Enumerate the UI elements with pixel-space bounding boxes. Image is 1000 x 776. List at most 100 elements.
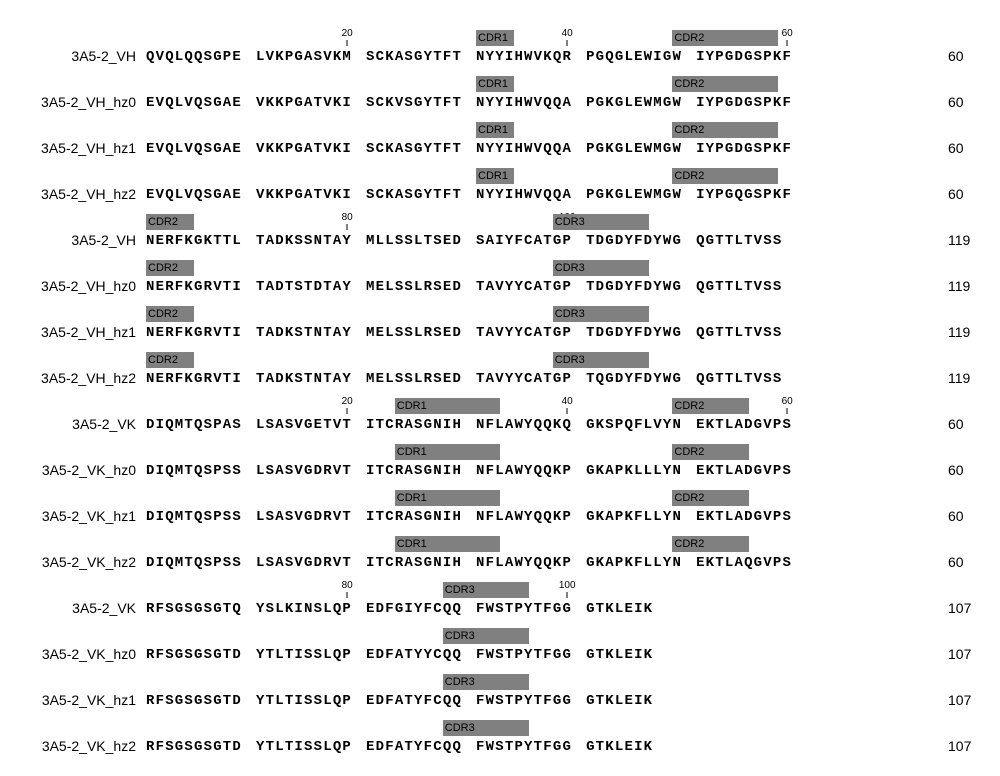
cdr-annotation: CDR2: [672, 490, 749, 506]
cdr-annotation: CDR2: [672, 76, 778, 92]
sequence-block: YTLTISSLQP: [256, 739, 352, 755]
sequence-block: TQGDYFDYWG: [586, 371, 682, 387]
sequence-block: EVQLVQSGAE: [146, 141, 242, 157]
sequence-label: 3A5-2_VH_hz1: [16, 324, 146, 342]
alignment-row: 3A5-2_VK_hz0CDR3RFSGSGSGTDYTLTISSLQPEDFA…: [16, 618, 984, 664]
sequence-label: 3A5-2_VK_hz2: [16, 554, 146, 572]
sequence-block: NERFKGRVTI: [146, 279, 242, 295]
sequence-block: EDFGIYFCQQ: [366, 601, 462, 617]
sequence-block: VKKPGATVKI: [256, 141, 352, 157]
ruler-tick-mark: [787, 40, 788, 46]
sequence-block: NYYIHWVQQA: [476, 95, 572, 111]
ruler-tick-mark: [347, 224, 348, 230]
sequence-block: IYPGQGSPKF: [696, 187, 792, 203]
sequence-block: PGKGLEWMGW: [586, 187, 682, 203]
cdr-annotation: CDR1: [476, 30, 514, 46]
sequence-block: SCKVSGYTFT: [366, 95, 462, 111]
sequence-block: ITCRASGNIH: [366, 417, 462, 433]
sequence-block: LSASVGDRVT: [256, 509, 352, 525]
sequence-area: CDR3RFSGSGSGTDYTLTISSLQPEDFATYFCQQFWSTPY…: [146, 692, 942, 710]
sequence-block: GKAPKFLLYN: [586, 509, 682, 525]
ruler-tick-mark: [567, 592, 568, 598]
sequence-label: 3A5-2_VH_hz2: [16, 370, 146, 388]
sequence-block: NERFKGKTTL: [146, 233, 242, 249]
sequence-area: 204060CDR1CDR2DIQMTQSPASLSASVGETVTITCRAS…: [146, 416, 942, 434]
end-position: 60: [942, 94, 984, 112]
sequence-block: EKTLADGVPS: [696, 463, 792, 479]
cdr-annotation: CDR3: [553, 306, 649, 322]
end-position: 119: [942, 370, 984, 388]
sequence-block: RFSGSGSGTQ: [146, 601, 242, 617]
end-position: 60: [942, 416, 984, 434]
sequence-block: PGKGLEWMGW: [586, 141, 682, 157]
alignment-row: 3A5-2_VK_hz1CDR1CDR2DIQMTQSPSSLSASVGDRVT…: [16, 480, 984, 526]
sequence-block: DIQMTQSPSS: [146, 555, 242, 571]
sequence-block: EVQLVQSGAE: [146, 187, 242, 203]
sequence-block: NFLAWYQQKP: [476, 555, 572, 571]
sequence-block: QGTTLTVSS: [696, 279, 782, 295]
sequence-area: 80100CDR2CDR3NERFKGKTTLTADKSSNTAYMLLSSLT…: [146, 232, 942, 250]
sequence-area: CDR1CDR2EVQLVQSGAEVKKPGATVKISCKASGYTFTNY…: [146, 186, 942, 204]
ruler-tick: 60: [782, 396, 793, 407]
sequence-alignment: 3A5-2_VH204060CDR1CDR2QVQLQQSGPELVKPGASV…: [16, 20, 984, 756]
sequence-label: 3A5-2_VK: [16, 600, 146, 618]
sequence-block: TAVYYCATGP: [476, 371, 572, 387]
sequence-label: 3A5-2_VK_hz0: [16, 462, 146, 480]
end-position: 107: [942, 646, 984, 664]
sequence-block: ITCRASGNIH: [366, 463, 462, 479]
ruler-tick: 80: [342, 212, 353, 223]
sequence-block: EKTLAQGVPS: [696, 555, 792, 571]
cdr-annotation: CDR2: [146, 306, 194, 322]
sequence-block: NFLAWYQQKP: [476, 463, 572, 479]
ruler-tick: 40: [562, 396, 573, 407]
sequence-area: CDR2CDR3NERFKGRVTITADKSTNTAYMELSSLRSEDTA…: [146, 324, 942, 342]
ruler-tick: 40: [562, 28, 573, 39]
sequence-area: CDR3RFSGSGSGTDYTLTISSLQPEDFATYYCQQFWSTPY…: [146, 646, 942, 664]
end-position: 119: [942, 278, 984, 296]
cdr-annotation: CDR3: [553, 352, 649, 368]
ruler-tick-mark: [347, 408, 348, 414]
sequence-label: 3A5-2_VK_hz0: [16, 646, 146, 664]
sequence-area: CDR2CDR3NERFKGRVTITADKSTNTAYMELSSLRSEDTA…: [146, 370, 942, 388]
sequence-block: EDFATYFCQQ: [366, 693, 462, 709]
ruler-tick-mark: [567, 40, 568, 46]
sequence-area: CDR2CDR3NERFKGRVTITADTSTDTAYMELSSLRSEDTA…: [146, 278, 942, 296]
sequence-block: EKTLADGVPS: [696, 417, 792, 433]
end-position: 60: [942, 186, 984, 204]
sequence-block: EVQLVQSGAE: [146, 95, 242, 111]
sequence-label: 3A5-2_VK_hz1: [16, 692, 146, 710]
sequence-block: NYYIHWVQQA: [476, 187, 572, 203]
cdr-annotation: CDR2: [146, 352, 194, 368]
end-position: 119: [942, 324, 984, 342]
ruler-tick: 100: [559, 580, 576, 591]
ruler-tick-mark: [567, 408, 568, 414]
end-position: 60: [942, 554, 984, 572]
alignment-row: 3A5-2_VK_hz2CDR1CDR2DIQMTQSPSSLSASVGDRVT…: [16, 526, 984, 572]
sequence-block: SCKASGYTFT: [366, 187, 462, 203]
cdr-annotation: CDR2: [672, 444, 749, 460]
ruler-tick-mark: [347, 40, 348, 46]
sequence-block: EDFATYFCQQ: [366, 739, 462, 755]
cdr-annotation: CDR2: [672, 122, 778, 138]
ruler-tick: 20: [342, 396, 353, 407]
sequence-block: GTKLEIK: [586, 693, 653, 709]
cdr-annotation: CDR2: [146, 260, 194, 276]
sequence-block: VKKPGATVKI: [256, 187, 352, 203]
sequence-block: IYPGDGSPKF: [696, 141, 792, 157]
sequence-block: YSLKINSLQP: [256, 601, 352, 617]
sequence-area: CDR1CDR2EVQLVQSGAEVKKPGATVKISCKASGYTFTNY…: [146, 140, 942, 158]
sequence-block: NFLAWYQQKP: [476, 509, 572, 525]
cdr-annotation: CDR3: [443, 674, 529, 690]
cdr-annotation: CDR1: [395, 536, 501, 552]
ruler-tick-mark: [347, 592, 348, 598]
sequence-label: 3A5-2_VH: [16, 232, 146, 250]
sequence-block: TADKSTNTAY: [256, 371, 352, 387]
end-position: 60: [942, 48, 984, 66]
sequence-block: LSASVGDRVT: [256, 463, 352, 479]
sequence-block: SAIYFCATGP: [476, 233, 572, 249]
sequence-label: 3A5-2_VK_hz1: [16, 508, 146, 526]
sequence-block: VKKPGATVKI: [256, 95, 352, 111]
sequence-block: FWSTPYTFGG: [476, 739, 572, 755]
sequence-block: RFSGSGSGTD: [146, 693, 242, 709]
sequence-block: NYYIHWVQQA: [476, 141, 572, 157]
